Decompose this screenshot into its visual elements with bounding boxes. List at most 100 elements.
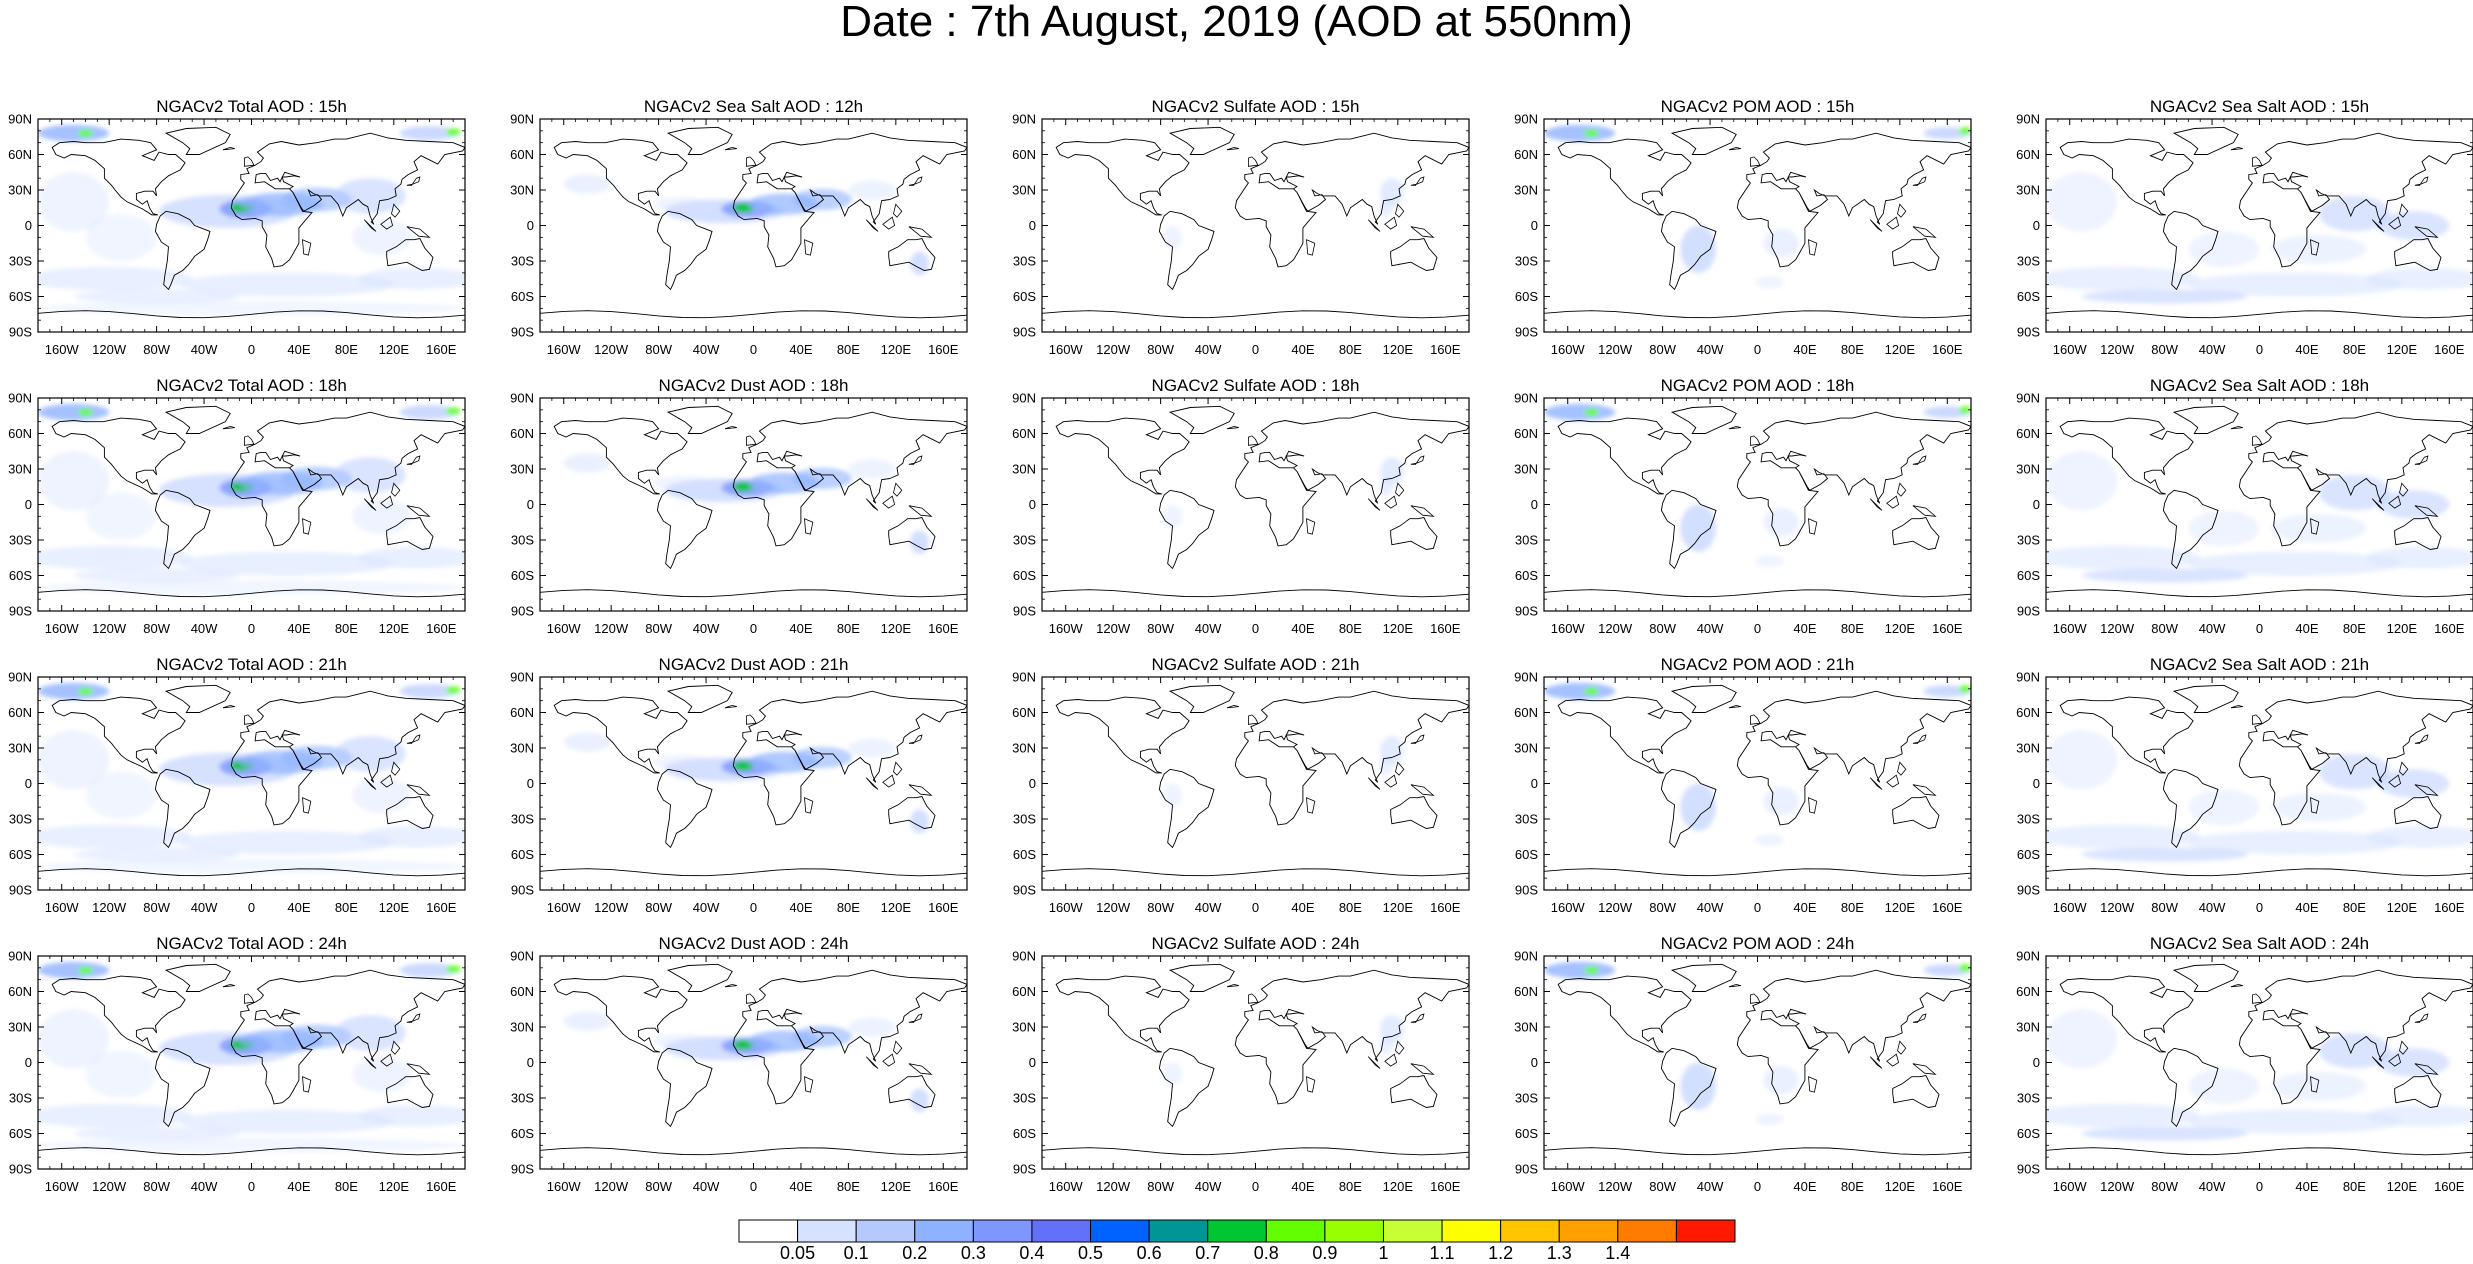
lat-tick-label: 30N [8, 183, 32, 198]
map-content [540, 677, 967, 890]
coastline-island [1384, 1053, 1398, 1067]
lat-tick-label: 30N [2016, 462, 2040, 477]
coastline-island [893, 1040, 903, 1055]
aod-field [563, 174, 930, 276]
coastline-south-america [1660, 489, 1717, 570]
map-content [1544, 398, 1971, 611]
lat-tick-label: 0 [25, 1055, 32, 1070]
lon-tick-label: 120W [1096, 1179, 1131, 1194]
map-svg: 90N 60N 30N 0 30S 60S 90S 160W 120W 80W 40W 0 40E 80E… [2016, 670, 2473, 915]
aod-region [1755, 1113, 1784, 1126]
coastline-island [1750, 714, 1761, 725]
coastline-australia [1390, 237, 1438, 271]
lon-tick-label: 160W [1551, 342, 1586, 357]
aod-region [1755, 555, 1784, 568]
aod-region [1378, 198, 1394, 218]
coastline-island [865, 777, 879, 790]
panel-title: NGACv2 Sea Salt AOD : 15h [2149, 97, 2370, 116]
map-panel: NGACv2 POM AOD : 15h 90N 60N 30N 0 30S 60S 90S 1… [1506, 95, 2006, 363]
lon-tick-label: 0 [2256, 900, 2263, 915]
panel-title: NGACv2 POM AOD : 15h [1660, 97, 1855, 116]
lat-tick-label: 90S [511, 604, 534, 619]
colorbar-swatch [1148, 1219, 1209, 1243]
coastline-greenland [1670, 126, 1737, 155]
aod-region [38, 1103, 193, 1128]
lat-tick-label: 90S [1515, 604, 1538, 619]
panel-title: NGACv2 Sulfate AOD : 15h [1151, 97, 1360, 116]
aod-region [38, 859, 465, 874]
coastline-island [1410, 784, 1435, 796]
coastline-greenland [1168, 405, 1235, 434]
lon-tick-label: 80W [645, 342, 672, 357]
coastline-island [865, 498, 879, 511]
aod-region [38, 403, 110, 421]
lat-tick-label: 90S [511, 325, 534, 340]
lat-tick-label: 90N [2016, 949, 2040, 964]
aod-region [399, 684, 460, 699]
lon-tick-label: 120E [881, 900, 912, 915]
lon-tick-label: 80E [1339, 900, 1362, 915]
lon-tick-label: 120W [594, 621, 629, 636]
lat-tick-label: 60N [510, 147, 534, 162]
coastline-australia [386, 237, 434, 271]
colorbar-label: 1 [1378, 1243, 1389, 1263]
lat-tick-label: 60N [8, 426, 32, 441]
map-svg: 90N 60N 30N 0 30S 60S 90S 160W 120W 80W 40W 0 40E 80E… [8, 670, 466, 915]
coastline-island [406, 455, 421, 465]
lat-tick-label: 90S [1013, 325, 1036, 340]
aod-field [2046, 1009, 2473, 1141]
aod-region [2188, 231, 2260, 267]
panel-title: NGACv2 Dust AOD : 21h [658, 655, 849, 674]
aod-region [446, 128, 461, 136]
map-content [2046, 398, 2473, 611]
coastline-south-america [656, 768, 713, 849]
map-content [2046, 956, 2473, 1169]
aod-region [2188, 510, 2260, 546]
lon-tick-label: 40W [1697, 1179, 1724, 1194]
lon-tick-label: 160W [1049, 1179, 1084, 1194]
lat-tick-label: 90N [510, 112, 534, 127]
coastline-island [1869, 1056, 1883, 1069]
lon-tick-label: 80E [335, 621, 358, 636]
lat-tick-label: 90N [2016, 391, 2040, 406]
colorbar-label: 0.3 [960, 1243, 986, 1263]
map-background [1544, 119, 1971, 332]
aod-region [38, 172, 110, 232]
aod-region [2188, 272, 2402, 297]
map-svg: 90N 60N 30N 0 30S 60S 90S 160W 120W 80W 40W 0 40E 80E… [510, 112, 968, 357]
lon-tick-label: 40E [2295, 1179, 2318, 1194]
lon-tick-label: 120E [1885, 342, 1916, 357]
lon-tick-label: 120W [1598, 1179, 1633, 1194]
lat-tick-label: 30S [2017, 812, 2040, 827]
aod-region [563, 732, 612, 752]
map-svg: 90N 60N 30N 0 30S 60S 90S 160W 120W 80W 40W 0 40E 80E… [510, 391, 968, 636]
colorbar-swatch [1324, 1219, 1384, 1243]
lat-tick-label: 30S [2017, 533, 2040, 548]
coastline-north-america [553, 975, 688, 1053]
lon-tick-label: 80E [2343, 1179, 2366, 1194]
lon-tick-label: 120W [594, 900, 629, 915]
coastline-island [1808, 797, 1818, 814]
coastline-north-america [1557, 975, 1692, 1053]
lat-tick-label: 30S [511, 812, 534, 827]
map-background [1042, 119, 1469, 332]
map-content [540, 956, 967, 1169]
lat-tick-label: 30S [511, 254, 534, 269]
aod-region [180, 551, 394, 576]
coastline-island [1886, 216, 1900, 230]
coastline-island [2414, 505, 2439, 517]
coastline-island [1367, 219, 1381, 232]
lat-tick-label: 90N [1012, 670, 1036, 685]
coastline-island [1869, 498, 1883, 511]
lon-tick-label: 40E [287, 342, 310, 357]
aod-region [78, 408, 93, 416]
coastline-island [1869, 777, 1883, 790]
lon-tick-label: 120W [2100, 900, 2135, 915]
lat-tick-label: 30N [510, 183, 534, 198]
map-panel: NGACv2 Sea Salt AOD : 15h 90N 60N 30N 0 30S 60… [2008, 95, 2473, 363]
coastline-antarctica [38, 1147, 465, 1156]
aod-region [2188, 1068, 2260, 1104]
colorbar-label: 0.05 [780, 1243, 816, 1263]
lon-tick-label: 120E [2387, 342, 2418, 357]
lon-tick-label: 40W [1697, 900, 1724, 915]
